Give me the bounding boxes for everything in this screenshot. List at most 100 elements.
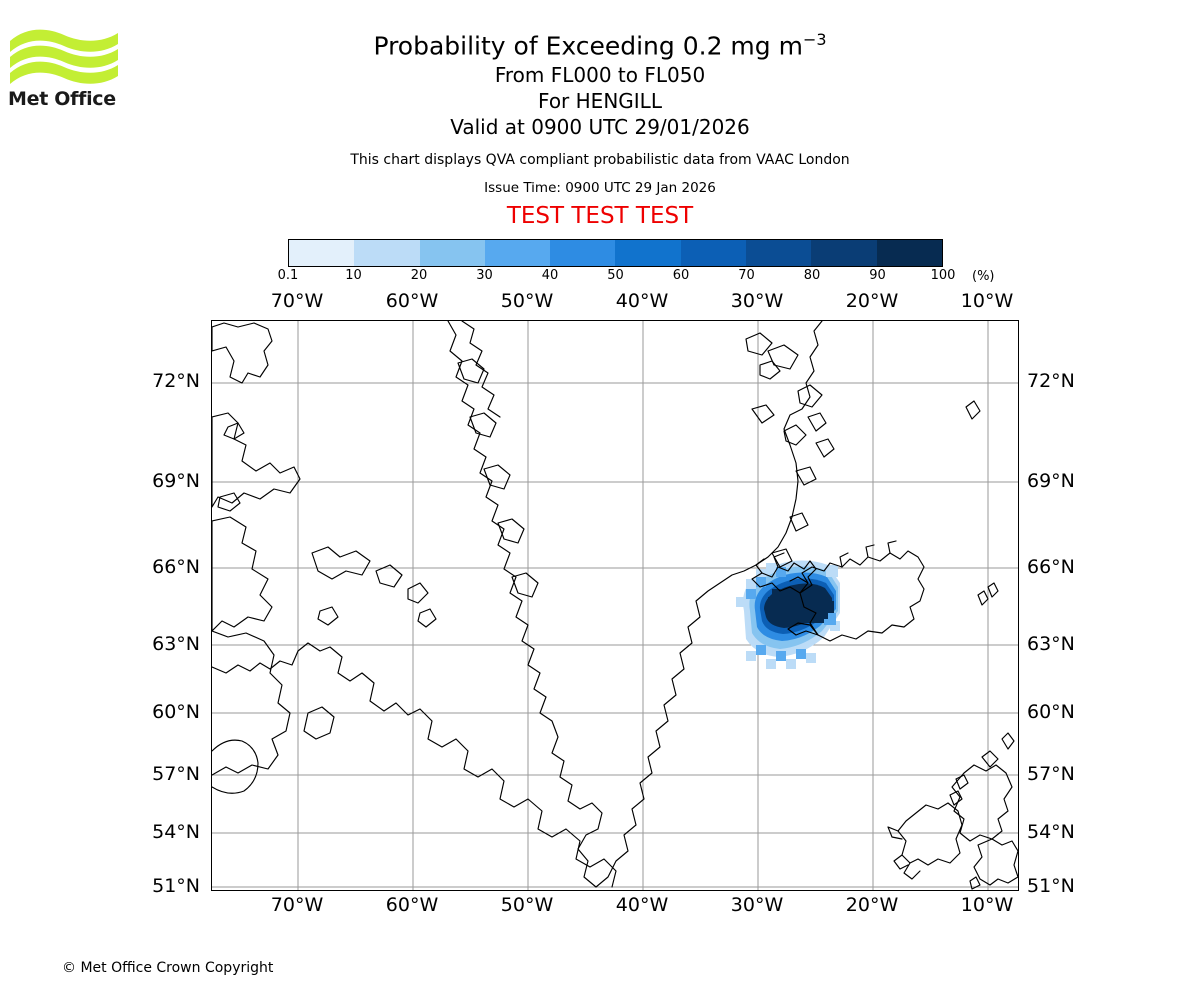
title-flight-levels: From FL000 to FL050 (494, 63, 706, 88)
fjord-b (469, 412, 497, 438)
coastline-baffin-mid (212, 412, 301, 508)
iceland-fjord-2 (773, 552, 785, 568)
coastline-shetland (1001, 732, 1015, 750)
colorbar-tick-20: 20 (410, 268, 428, 283)
lat-label-right-69N: 69°N (1027, 470, 1075, 492)
colorbar-tick-labels: 0.1 10 20 30 40 50 60 70 80 90 100 (278, 268, 956, 286)
colorbar-band-6 (680, 240, 747, 266)
coastline-island-g (417, 608, 437, 628)
coastline-greenland-northwest (461, 321, 501, 418)
colorbar-band-2 (419, 240, 485, 266)
coastline-island-b (223, 422, 245, 440)
ireland-sw-inlet (893, 854, 909, 870)
lat-label-right-54N: 54°N (1027, 821, 1075, 843)
lon-label-top-20W: 20°W (845, 290, 899, 312)
title-valid-time: Valid at 0900 UTC 29/01/2026 (450, 115, 750, 140)
copyright-notice: © Met Office Crown Copyright (62, 960, 274, 976)
coastline-hebrides (955, 774, 969, 790)
colorbar-tick-0.1: 0.1 (277, 268, 299, 283)
title-site: For HENGILL (538, 89, 662, 114)
iceland-fjord-1 (789, 576, 809, 584)
fjord-east-i (807, 412, 827, 432)
colorbar-bands (288, 239, 943, 267)
coastline-reykjanes (787, 622, 819, 636)
fjord-a (457, 358, 485, 384)
lon-label-top-60W: 60°W (385, 290, 439, 312)
coastline-greenland-west (447, 321, 603, 888)
fjord-east-k (751, 404, 775, 424)
met-office-wordmark: Met Office (8, 88, 116, 110)
coastline-orkney (981, 750, 999, 768)
coastline-scotland (951, 764, 1013, 842)
coastline-island-d (311, 546, 371, 580)
colorbar-band-8 (811, 240, 877, 266)
colorbar-tick-80: 80 (803, 268, 821, 283)
map-plot-area[interactable] (211, 320, 1019, 891)
coastline-hebrides-b (949, 790, 963, 806)
colorbar-tick-30: 30 (476, 268, 493, 283)
map-gridlines (212, 321, 1018, 890)
colorbar-band-7 (746, 240, 812, 266)
ireland-w-inlet (887, 826, 903, 840)
fjord-east-b (789, 512, 809, 532)
coastline-faroes (977, 590, 989, 606)
coastline-quebec-north (212, 650, 299, 674)
fjord-d (497, 518, 525, 544)
fjord-east-g (759, 360, 781, 380)
colorbar-tick-10: 10 (345, 268, 362, 283)
test-banner: TEST TEST TEST (506, 203, 694, 230)
coastline-baffin-south (212, 516, 273, 632)
colorbar-tick-40: 40 (541, 268, 559, 283)
lon-label-bottom-70W: 70°W (270, 894, 324, 916)
lat-label-right-72N: 72°N (1027, 370, 1075, 392)
colorbar-tick-90: 90 (869, 268, 886, 283)
lat-label-left-60N: 60°N (152, 701, 200, 723)
qva-compliance-note: This chart displays QVA compliant probab… (350, 152, 850, 169)
colorbar-band-5 (615, 240, 681, 266)
fjord-east-c (795, 466, 817, 486)
lon-label-bottom-50W: 50°W (500, 894, 554, 916)
title-exponent: −3 (802, 30, 827, 49)
iceland-fjord-4 (839, 552, 849, 568)
colorbar-band-3 (484, 240, 551, 266)
colorbar-band-9 (876, 240, 942, 266)
lat-label-right-51N: 51°N (1027, 875, 1075, 897)
iceland-fjord-5 (865, 544, 875, 558)
fjord-east-d (783, 424, 807, 446)
colorbar-tick-50: 50 (607, 268, 624, 283)
coastline-island-c (303, 706, 335, 740)
lon-label-top-50W: 50°W (500, 290, 554, 312)
coastline-england (973, 838, 1018, 886)
lat-label-right-57N: 57°N (1027, 763, 1075, 785)
colorbar-tick-70: 70 (738, 268, 755, 283)
title-main-text: Probability of Exceeding 0.2 mg m (373, 31, 803, 61)
fjord-east-h (745, 332, 773, 356)
coastline-island-f (407, 582, 429, 604)
coastline-labrador (297, 642, 617, 888)
lon-label-top-70W: 70°W (270, 290, 324, 312)
colorbar-band-0 (289, 240, 355, 266)
coastline-baffin-north (212, 322, 273, 384)
coastline-faroes-b (987, 582, 999, 598)
iceland-fjord-6 (887, 540, 897, 554)
coastline-island-h (317, 606, 339, 626)
lat-label-left-69N: 69°N (152, 470, 200, 492)
met-office-waves-logo (8, 24, 120, 112)
lat-label-left-63N: 63°N (152, 633, 200, 655)
coastline-island-a (217, 492, 241, 512)
fjord-east-f (767, 344, 799, 370)
colorbar-unit-label: (%) (972, 269, 995, 284)
lat-label-left-66N: 66°N (152, 556, 200, 578)
lon-label-top-40W: 40°W (615, 290, 669, 312)
lon-label-top-10W: 10°W (960, 290, 1014, 312)
lat-label-left-54N: 54°N (152, 821, 200, 843)
issue-time: Issue Time: 0900 UTC 29 Jan 2026 (484, 180, 716, 197)
lat-label-left-51N: 51°N (152, 875, 200, 897)
colorbar-tick-100: 100 (930, 268, 956, 283)
lat-label-right-63N: 63°N (1027, 633, 1075, 655)
lon-label-bottom-30W: 30°W (730, 894, 784, 916)
fjord-east-e (797, 384, 823, 408)
coastline-jan-mayen (965, 400, 981, 420)
lat-label-right-66N: 66°N (1027, 556, 1075, 578)
colorbar-tick-60: 60 (672, 268, 690, 283)
